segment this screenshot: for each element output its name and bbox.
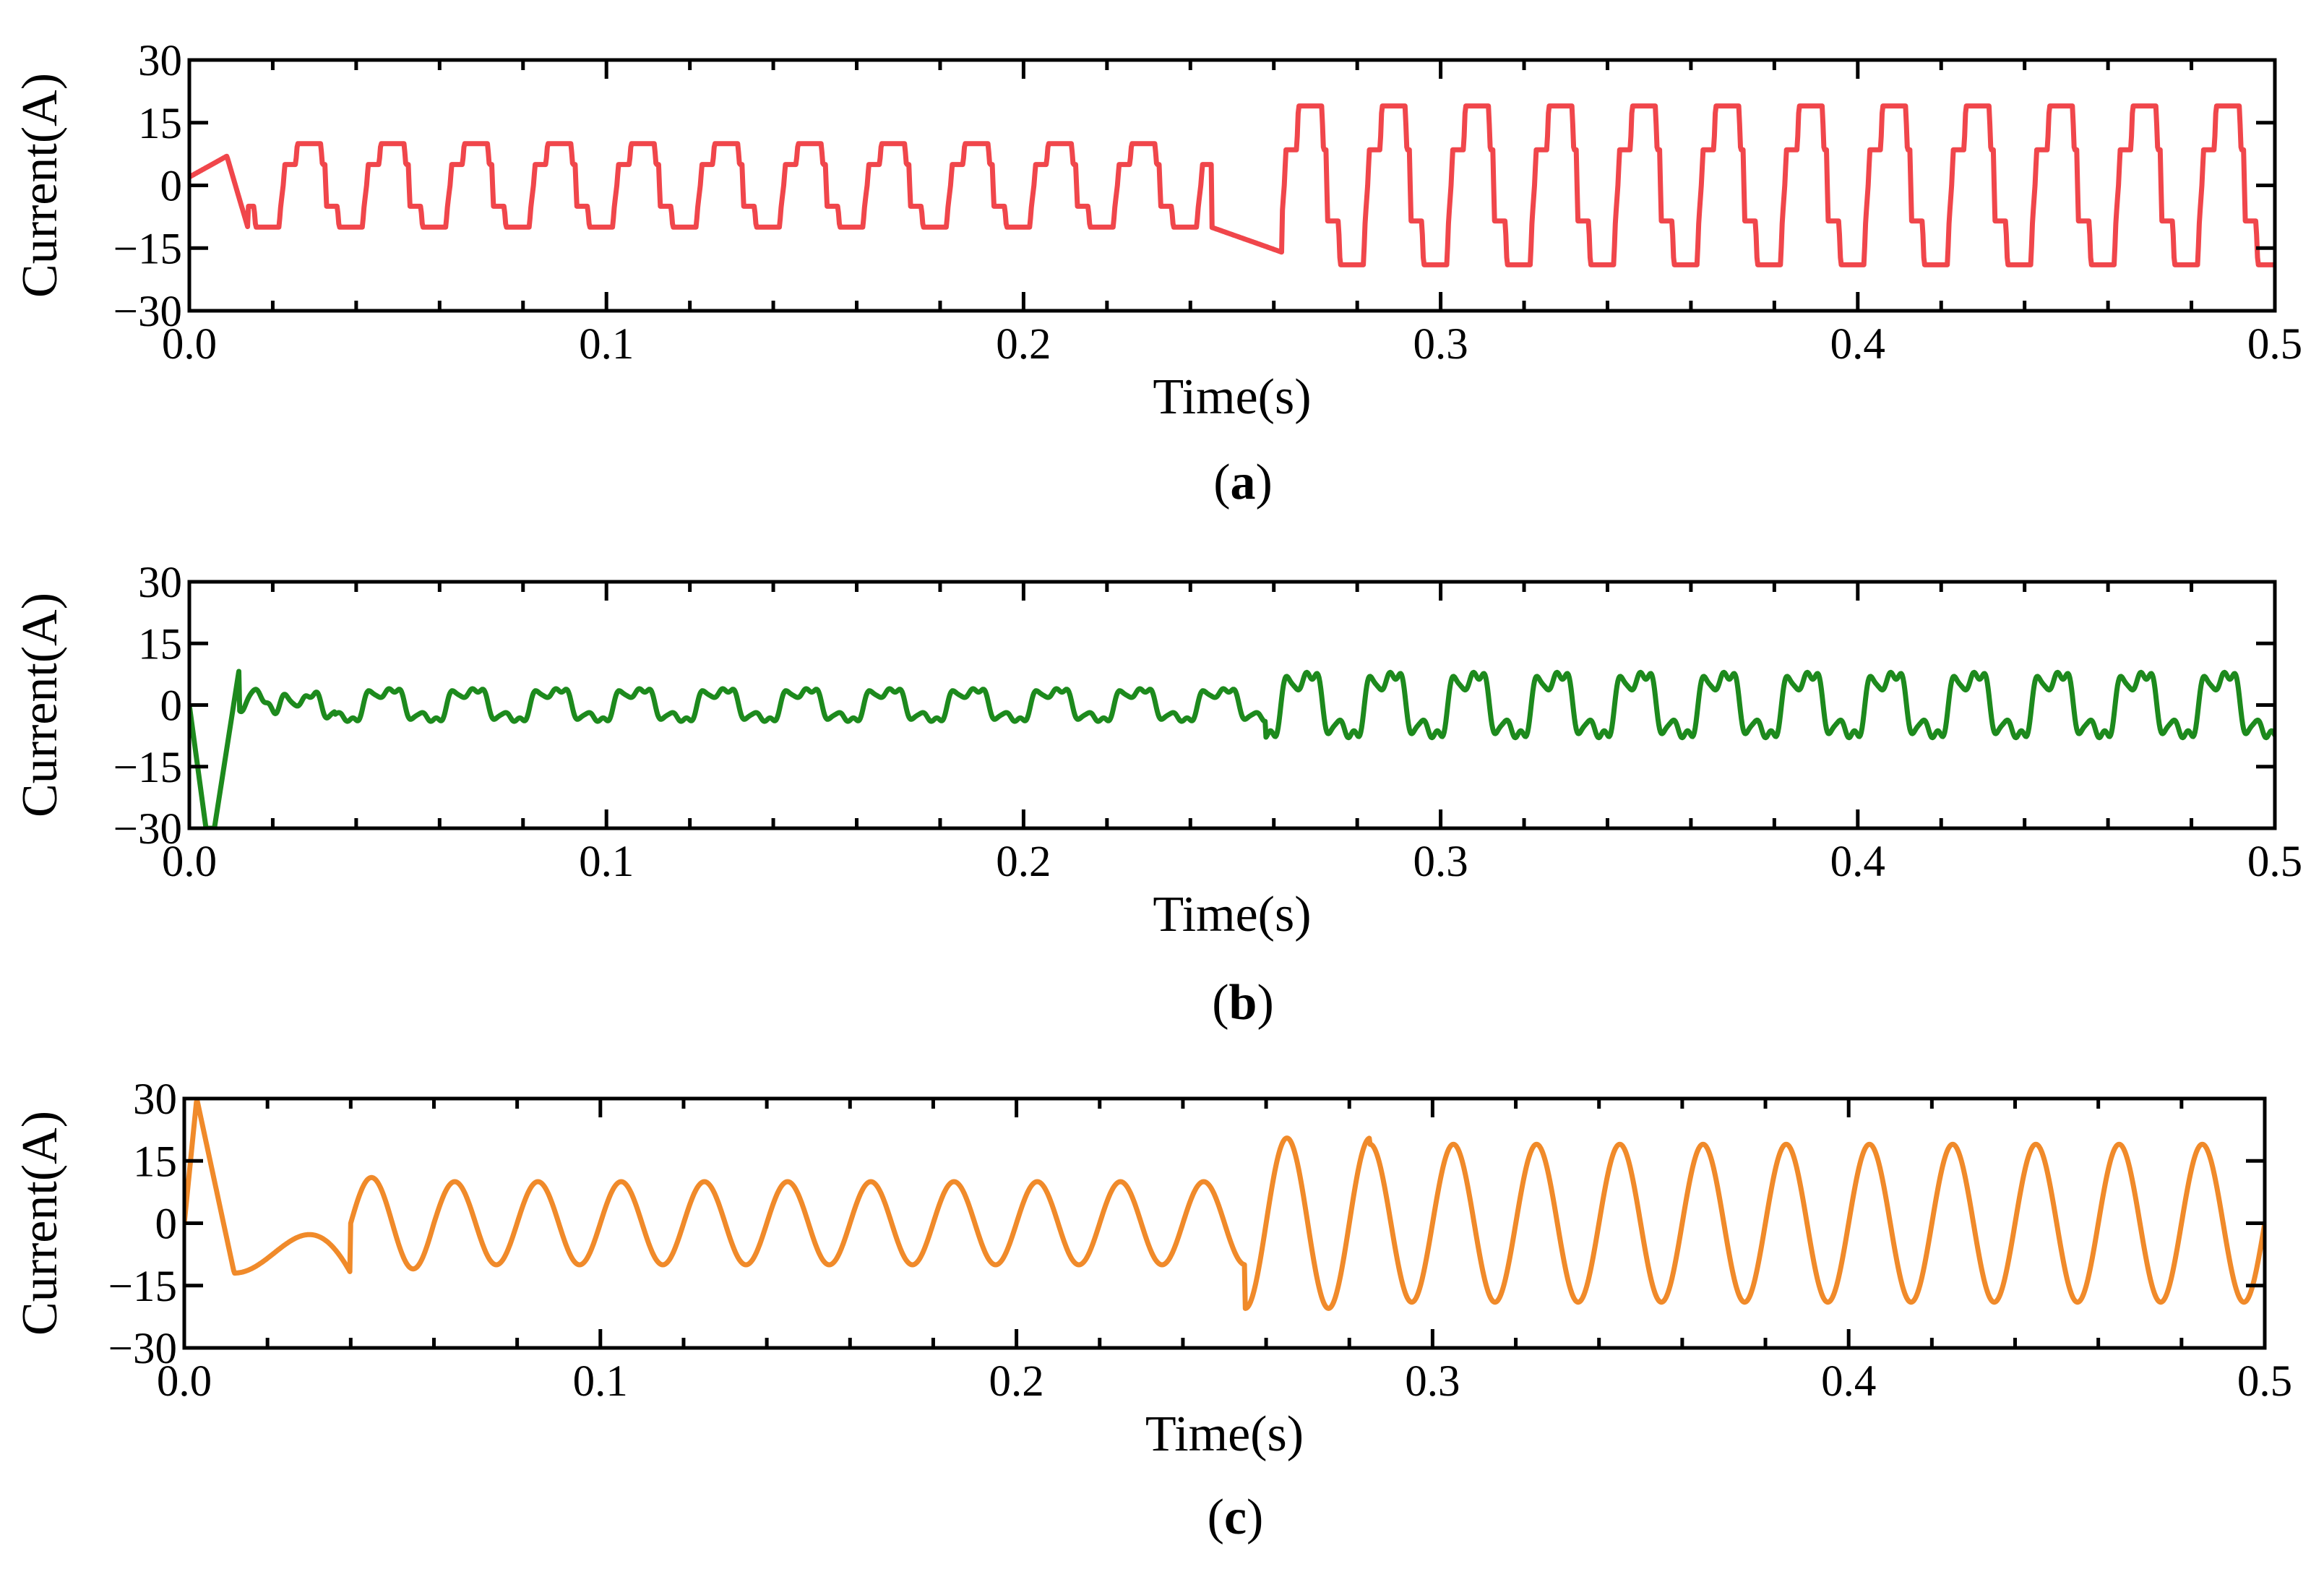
y-tick-label: 15 bbox=[133, 1138, 177, 1186]
chart-panel-b: 0.0 0.1 0.2 0.3 0.4 0.5 30 15 0 −15 −30 Time(s) Curr… bbox=[12, 559, 2302, 1031]
panel-caption: (c) bbox=[1208, 1490, 1264, 1545]
x-tick-label: 0.5 bbox=[2247, 320, 2302, 369]
y-tick-label: −15 bbox=[108, 1263, 177, 1311]
y-tick-label: 30 bbox=[138, 37, 182, 85]
y-tick-label: −15 bbox=[113, 744, 182, 792]
x-tick-label: 0.0 bbox=[162, 838, 217, 886]
y-axis-title: Current(A) bbox=[12, 593, 68, 817]
y-tick-label: 15 bbox=[138, 620, 182, 669]
x-tick-label: 0.3 bbox=[1413, 838, 1468, 886]
y-tick-label: −30 bbox=[108, 1325, 177, 1373]
x-tick-label: 0.1 bbox=[573, 1357, 628, 1406]
x-tick-label: 0.1 bbox=[579, 838, 634, 886]
plot-frame bbox=[187, 58, 2277, 313]
x-tick-label: 0.2 bbox=[996, 320, 1051, 369]
y-tick-label: −15 bbox=[113, 225, 182, 273]
x-axis-title: Time(s) bbox=[1153, 369, 1311, 425]
series-line bbox=[184, 1099, 2265, 1311]
y-tick-label: 30 bbox=[138, 559, 182, 607]
x-tick-label: 0.0 bbox=[157, 1357, 212, 1406]
y-tick-label: 0 bbox=[160, 682, 183, 731]
y-tick-label: −30 bbox=[113, 288, 182, 336]
x-axis-title: Time(s) bbox=[1145, 1406, 1304, 1462]
y-axis-title: Current(A) bbox=[12, 73, 68, 298]
x-tick-label: 0.1 bbox=[579, 320, 634, 369]
chart-panel-c: 0.0 0.1 0.2 0.3 0.4 0.5 30 15 0 −15 −30 Time(s) Curr… bbox=[12, 1075, 2292, 1545]
x-tick-label: 0.2 bbox=[996, 838, 1051, 886]
x-tick-label: 0.4 bbox=[1830, 320, 1885, 369]
series-line bbox=[189, 103, 2275, 267]
x-tick-label: 0.5 bbox=[2237, 1357, 2292, 1406]
panel-caption: (b) bbox=[1212, 975, 1274, 1031]
x-axis-title: Time(s) bbox=[1153, 887, 1311, 942]
x-tick-label: 0.4 bbox=[1821, 1357, 1876, 1406]
series-line bbox=[189, 669, 2275, 828]
y-axis-title: Current(A) bbox=[12, 1111, 68, 1336]
x-tick-label: 0.0 bbox=[162, 320, 217, 369]
x-tick-label: 0.5 bbox=[2247, 838, 2302, 886]
chart-panel-a: 0.0 0.1 0.2 0.3 0.4 0.5 30 15 0 −15 −30 Time(s) Curr… bbox=[12, 37, 2302, 510]
x-tick-label: 0.4 bbox=[1830, 838, 1885, 886]
panel-caption: (a) bbox=[1213, 455, 1273, 510]
plot-frame bbox=[187, 580, 2277, 830]
x-tick-label: 0.3 bbox=[1413, 320, 1468, 369]
y-tick-label: 0 bbox=[155, 1200, 178, 1249]
y-tick-label: 30 bbox=[133, 1075, 177, 1124]
y-tick-label: 15 bbox=[138, 100, 182, 148]
y-tick-label: 0 bbox=[160, 163, 183, 211]
y-tick-label: −30 bbox=[113, 805, 182, 854]
x-tick-label: 0.2 bbox=[989, 1357, 1043, 1406]
x-tick-label: 0.3 bbox=[1405, 1357, 1460, 1406]
